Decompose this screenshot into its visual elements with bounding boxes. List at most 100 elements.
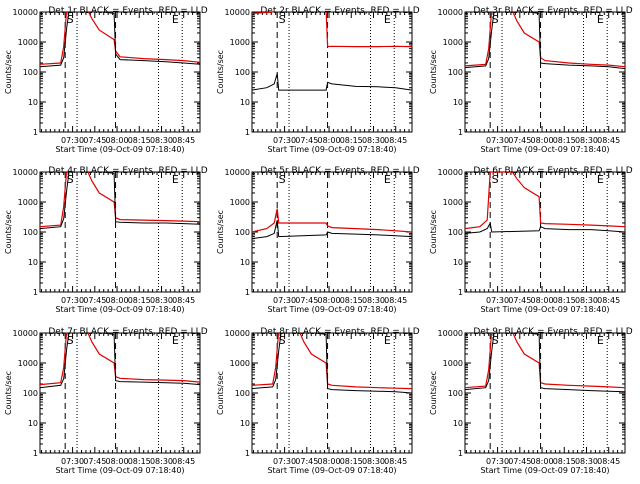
lld-series-line	[465, 12, 625, 68]
start-marker-label: S	[492, 13, 499, 26]
y-axis-label: Counts/sec	[216, 210, 225, 254]
series-group	[252, 208, 412, 240]
end-marker-label: E	[597, 173, 604, 186]
lld-series-line	[40, 172, 200, 228]
chart-panel: Det 8r BLACK = Events, RED = LLD 1 10 100 10…	[216, 327, 420, 475]
y-tick-label: 1	[458, 128, 463, 137]
x-tick-label: 07:45	[295, 296, 318, 305]
end-marker-label: E	[597, 13, 604, 26]
plot-frame	[464, 332, 626, 454]
start-marker-label: S	[67, 13, 74, 26]
x-tick-label: 08:30	[575, 457, 598, 466]
chart-title: Det 5r BLACK = Events, RED = LLD	[260, 166, 419, 176]
chart-panel: Det 2r BLACK = Events, RED = LLD 1 10 100 10…	[216, 6, 420, 154]
x-axis-label: Start Time (09-Oct-09 07:18:40)	[55, 305, 184, 314]
x-axis-label: Start Time (09-Oct-09 07:18:40)	[267, 305, 396, 314]
lld-series-line	[252, 208, 412, 233]
x-tick-label: 08:00	[106, 136, 129, 145]
y-tick-label: 1	[33, 128, 38, 137]
y-axis-label: Counts/sec	[429, 210, 438, 254]
events-series-line	[252, 73, 412, 91]
chart-panel: Det 6r BLACK = Events, RED = LLD 1 10 100 10…	[429, 166, 633, 314]
y-tick-label: 10	[453, 258, 463, 267]
y-tick-label: 10	[453, 419, 463, 428]
start-marker-label: S	[279, 13, 286, 26]
chart-panel: Det 9r BLACK = Events, RED = LLD 1 10 100 10…	[429, 327, 633, 475]
events-series-line	[40, 172, 200, 230]
x-tick-label: 08:45	[172, 296, 195, 305]
chart-title: Det 2r BLACK = Events, RED = LLD	[260, 6, 419, 16]
x-tick-label: 08:45	[172, 457, 195, 466]
x-tick-label: 08:00	[106, 296, 129, 305]
x-tick-label: 07:45	[83, 136, 106, 145]
end-marker-label: E	[172, 334, 179, 347]
lld-series-line	[40, 333, 200, 386]
x-tick-label: 08:00	[318, 457, 341, 466]
chart-title: Det 1r BLACK = Events, RED = LLD	[48, 6, 207, 16]
y-tick-label: 100	[448, 389, 463, 398]
lld-series-line	[252, 333, 412, 390]
end-marker-label: E	[384, 173, 391, 186]
start-marker-label: S	[279, 334, 286, 347]
x-axis-label: Start Time (09-Oct-09 07:18:40)	[55, 466, 184, 475]
x-tick-label: 08:30	[150, 136, 173, 145]
plot-frame	[39, 332, 201, 454]
chart-title: Det 8r BLACK = Events, RED = LLD	[260, 327, 419, 337]
x-tick-label: 07:30	[273, 136, 296, 145]
y-axis-label: Counts/sec	[429, 50, 438, 94]
events-series-line	[465, 221, 625, 234]
y-tick-label: 10000	[225, 8, 250, 17]
x-tick-label: 08:45	[384, 296, 407, 305]
y-tick-label: 10000	[13, 8, 38, 17]
x-tick-label: 08:15	[340, 457, 363, 466]
y-tick-label: 10000	[13, 329, 38, 338]
end-marker-label: E	[597, 334, 604, 347]
chart-panel: Det 5r BLACK = Events, RED = LLD 1 10 100 10…	[216, 166, 420, 314]
x-tick-label: 08:00	[531, 457, 554, 466]
y-tick-label: 100	[235, 68, 250, 77]
plot-frame	[251, 171, 413, 293]
y-tick-label: 10	[240, 258, 250, 267]
x-tick-label: 07:30	[61, 136, 84, 145]
x-tick-label: 08:30	[150, 457, 173, 466]
series-group	[40, 12, 200, 68]
x-tick-label: 07:30	[273, 457, 296, 466]
x-tick-label: 08:00	[531, 296, 554, 305]
y-axis-label: Counts/sec	[216, 371, 225, 415]
x-axis-label: Start Time (09-Oct-09 07:18:40)	[480, 305, 609, 314]
x-tick-label: 08:15	[340, 296, 363, 305]
y-tick-label: 10	[28, 258, 38, 267]
end-marker-label: E	[172, 13, 179, 26]
x-tick-label: 08:45	[384, 136, 407, 145]
y-tick-label: 1000	[230, 359, 250, 368]
x-tick-label: 08:15	[553, 296, 576, 305]
plot-frame	[251, 332, 413, 454]
start-marker-label: S	[67, 334, 74, 347]
x-tick-label: 08:45	[597, 457, 620, 466]
series-group	[252, 333, 412, 394]
start-marker-label: S	[492, 334, 499, 347]
x-tick-label: 08:30	[150, 296, 173, 305]
x-axis-label: Start Time (09-Oct-09 07:18:40)	[55, 145, 184, 154]
x-tick-label: 08:15	[340, 136, 363, 145]
x-tick-label: 08:00	[318, 296, 341, 305]
y-tick-label: 10000	[225, 168, 250, 177]
x-tick-label: 08:00	[531, 136, 554, 145]
y-tick-label: 1	[245, 449, 250, 458]
events-series-line	[465, 12, 625, 70]
end-marker-label: E	[172, 173, 179, 186]
y-tick-label: 10000	[438, 8, 463, 17]
y-axis-label: Counts/sec	[4, 50, 13, 94]
chart-title: Det 6r BLACK = Events, RED = LLD	[473, 166, 632, 176]
y-tick-label: 1	[458, 449, 463, 458]
x-tick-label: 08:45	[384, 457, 407, 466]
x-tick-label: 08:15	[553, 136, 576, 145]
y-tick-label: 100	[235, 389, 250, 398]
events-series-line	[465, 333, 625, 393]
lld-series-line	[465, 172, 625, 230]
chart-panel: Det 7r BLACK = Events, RED = LLD 1 10 100 10…	[4, 327, 208, 475]
chart-title: Det 4r BLACK = Events, RED = LLD	[48, 166, 207, 176]
x-axis-label: Start Time (09-Oct-09 07:18:40)	[480, 145, 609, 154]
end-marker-label: E	[384, 334, 391, 347]
